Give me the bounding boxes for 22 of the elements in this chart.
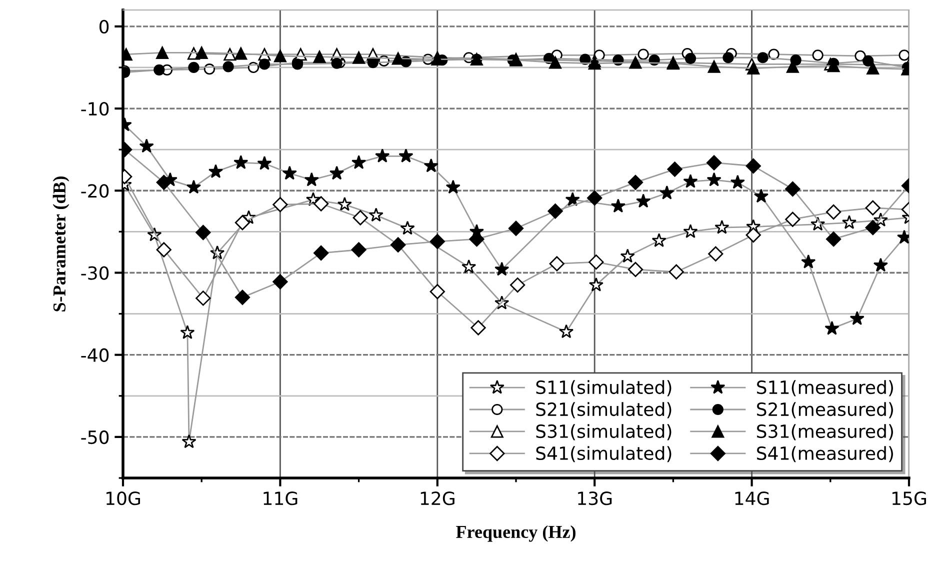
legend-label: S41(simulated) (536, 446, 672, 462)
y-tick-label: -20 (81, 184, 109, 198)
y-tick-label: -40 (81, 348, 109, 362)
y-axis-title: S-Parameter (dB) (52, 176, 70, 312)
legend-label: S11(measured) (757, 380, 893, 396)
legend-label: S31(simulated) (536, 424, 672, 440)
x-tick-label: 14G (735, 492, 769, 506)
legend-label: S21(measured) (757, 402, 893, 418)
legend-label: S41(measured) (757, 446, 893, 462)
x-tick-label: 10G (106, 492, 140, 506)
x-tick-label: 11G (264, 492, 298, 506)
x-axis-title: Frequency (Hz) (456, 525, 576, 542)
x-tick-label: 13G (578, 492, 612, 506)
y-tick-label: 0 (100, 20, 109, 34)
legend-label: S31(measured) (757, 424, 893, 440)
y-tick-label: -10 (81, 102, 109, 116)
y-tick-label: -50 (81, 430, 109, 444)
legend-label: S11(simulated) (536, 380, 672, 396)
x-tick-label: 12G (420, 492, 454, 506)
y-tick-label: -30 (81, 266, 109, 280)
legend-label: S21(simulated) (536, 402, 672, 418)
x-tick-label: 15G (892, 492, 926, 506)
